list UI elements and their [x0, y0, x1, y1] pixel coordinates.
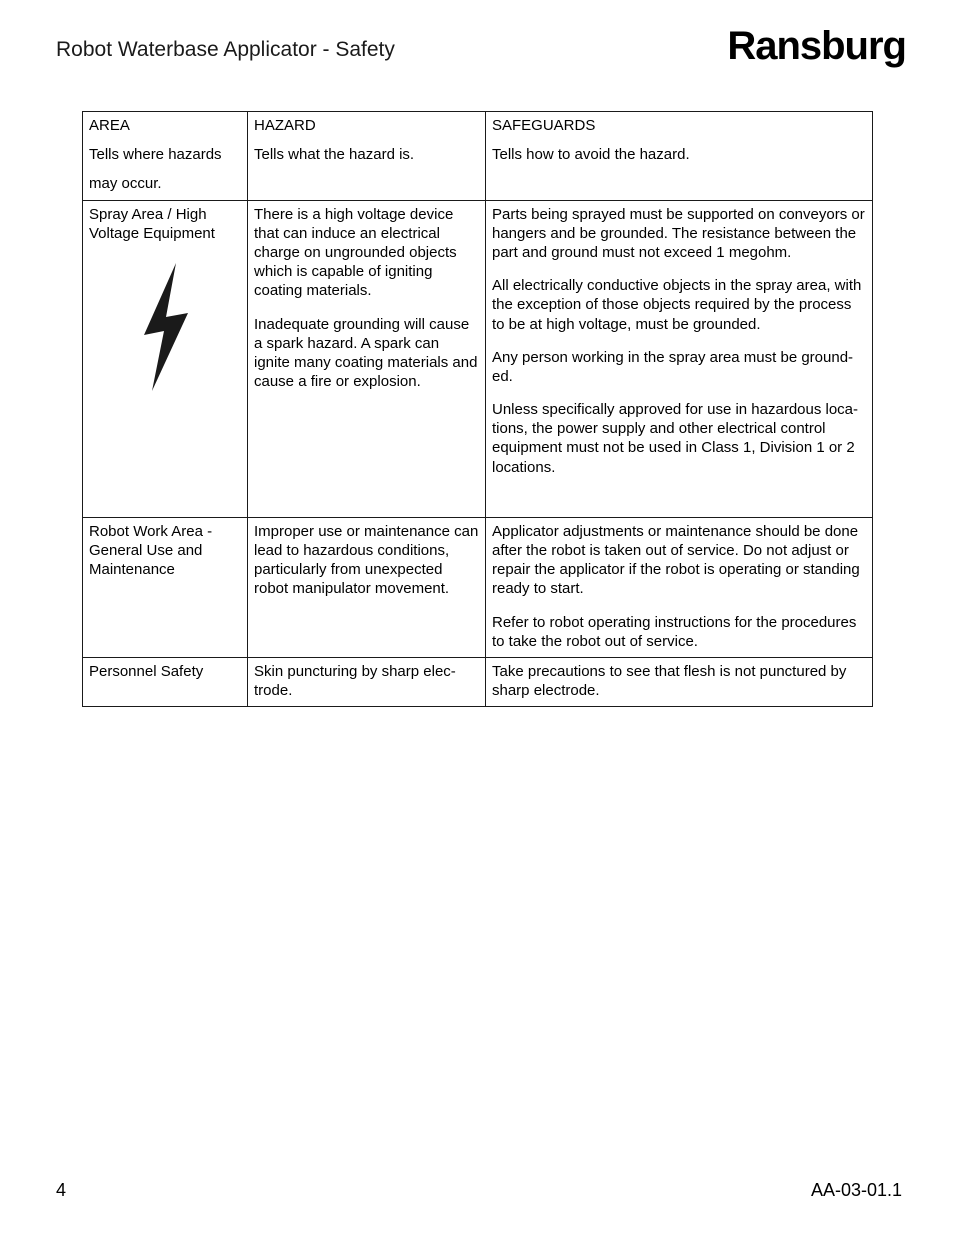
col-header-hazard: HAZARD	[248, 112, 486, 142]
cell-hazard: There is a high voltage device that can …	[248, 200, 486, 517]
col-desc-safeguards: Tells how to avoid the hazard.	[486, 141, 873, 200]
col-desc-hazard: Tells what the hazard is.	[248, 141, 486, 200]
col-desc-area: Tells where hazards may occur.	[83, 141, 248, 200]
cell-area: Personnel Safety	[83, 657, 248, 706]
hazard-para: Improper use or maintenance can lead to …	[254, 522, 479, 599]
safeguard-para: All electrically conductive objects in t…	[492, 276, 866, 334]
page-footer: 4 AA-03-01.1	[56, 1180, 902, 1201]
col-header-area: AREA	[83, 112, 248, 142]
safeguard-para: Refer to robot operating instructions fo…	[492, 613, 866, 651]
safeguard-para: Parts being sprayed must be supported on…	[492, 205, 866, 263]
col-desc-area-l2: may occur.	[89, 174, 241, 193]
cell-hazard: Improper use or maintenance can lead to …	[248, 517, 486, 657]
safeguard-para: Take precautions to see that flesh is no…	[492, 662, 866, 700]
cell-area: Robot Work Area - General Use and Mainte…	[83, 517, 248, 657]
hazard-para: Skin puncturing by sharp elec­trode.	[254, 662, 479, 700]
brand-logo: Ransburg	[727, 24, 906, 69]
document-title: Robot Waterbase Applicator - Safety	[56, 24, 395, 62]
safeguard-para: Any person working in the spray area mus…	[492, 348, 866, 386]
hazard-para: There is a high voltage device that can …	[254, 205, 479, 301]
col-desc-area-l1: Tells where hazards	[89, 145, 241, 164]
cell-area: Spray Area / High Voltage Equipment	[83, 200, 248, 517]
page-header: Robot Waterbase Applicator - Safety Rans…	[56, 24, 906, 69]
table-row: Personnel Safety Skin puncturing by shar…	[83, 657, 873, 706]
hazard-para: Inadequate grounding will cause a spark …	[254, 315, 479, 392]
area-title: Personnel Safety	[89, 662, 241, 681]
lightning-bolt-icon	[89, 243, 241, 402]
table-header-row: AREA HAZARD SAFEGUARDS	[83, 112, 873, 142]
cell-safeguards: Take precautions to see that flesh is no…	[486, 657, 873, 706]
col-header-safeguards: SAFEGUARDS	[486, 112, 873, 142]
table-header-desc-row: Tells where hazards may occur. Tells wha…	[83, 141, 873, 200]
area-title: Spray Area / High Voltage Equipment	[89, 205, 241, 243]
area-title: Robot Work Area - General Use and Mainte…	[89, 522, 241, 580]
safeguard-para: Unless specifically approved for use in …	[492, 400, 866, 477]
safeguard-para: Applicator adjustments or maintenance sh…	[492, 522, 866, 599]
table-row: Spray Area / High Voltage Equipment Ther…	[83, 200, 873, 517]
cell-safeguards: Applicator adjustments or maintenance sh…	[486, 517, 873, 657]
cell-safeguards: Parts being sprayed must be supported on…	[486, 200, 873, 517]
document-code: AA-03-01.1	[811, 1180, 902, 1201]
cell-hazard: Skin puncturing by sharp elec­trode.	[248, 657, 486, 706]
table-row: Robot Work Area - General Use and Mainte…	[83, 517, 873, 657]
safety-table: AREA HAZARD SAFEGUARDS Tells where hazar…	[82, 111, 873, 707]
page-number: 4	[56, 1180, 66, 1201]
